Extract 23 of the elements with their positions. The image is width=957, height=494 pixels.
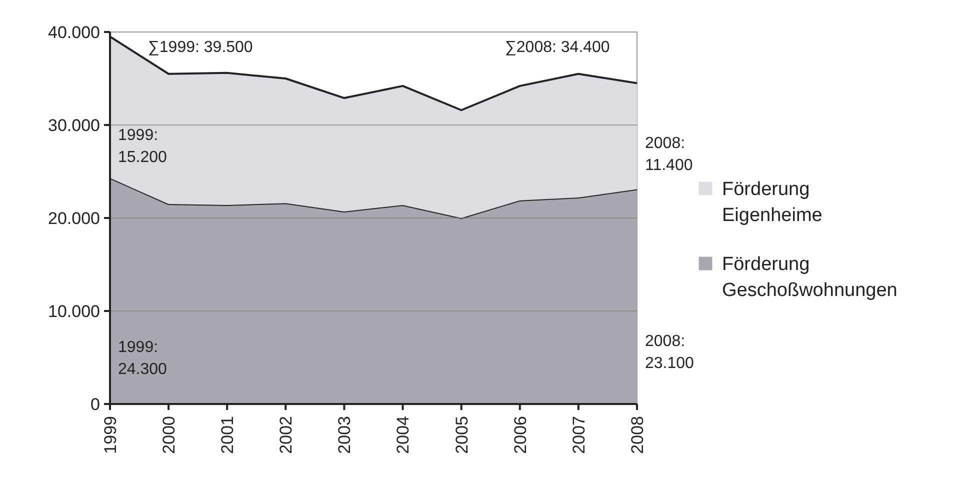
x-tick-label: 1999	[100, 416, 120, 454]
annotation: ∑2008: 34.400	[505, 39, 610, 56]
text: 2008: 11.400	[645, 135, 693, 174]
annotation: ∑1999: 39.500	[148, 39, 253, 56]
x-tick-label: 2006	[510, 416, 530, 454]
annotation: 1999: 24.300	[118, 339, 168, 378]
y-tick-label: 30.000	[48, 116, 100, 135]
y-tick-label: 0	[90, 394, 100, 414]
x-tick-label: 2001	[218, 416, 238, 454]
x-tick-label: 2004	[394, 416, 413, 454]
y-tick-label: 20.000	[48, 208, 100, 228]
legend-label: Förderung Geschoßwohnungen	[722, 254, 898, 301]
x-tick-label: 2007	[569, 416, 588, 454]
x-tick-label: 2002	[276, 416, 296, 454]
x-tick-label: 2005	[452, 416, 472, 454]
legend-label: Förderung Eigenheime	[722, 179, 822, 226]
x-tick-label: 2003	[335, 416, 354, 454]
text: 2008: 23.100	[645, 333, 694, 372]
x-tick-label: 2008	[628, 416, 647, 454]
x-tick-label: 2000	[160, 416, 179, 454]
annotation: 1999: 15.200	[118, 127, 168, 166]
y-tick-label: 40.000	[48, 22, 100, 42]
y-tick-label: 10.000	[48, 302, 100, 321]
